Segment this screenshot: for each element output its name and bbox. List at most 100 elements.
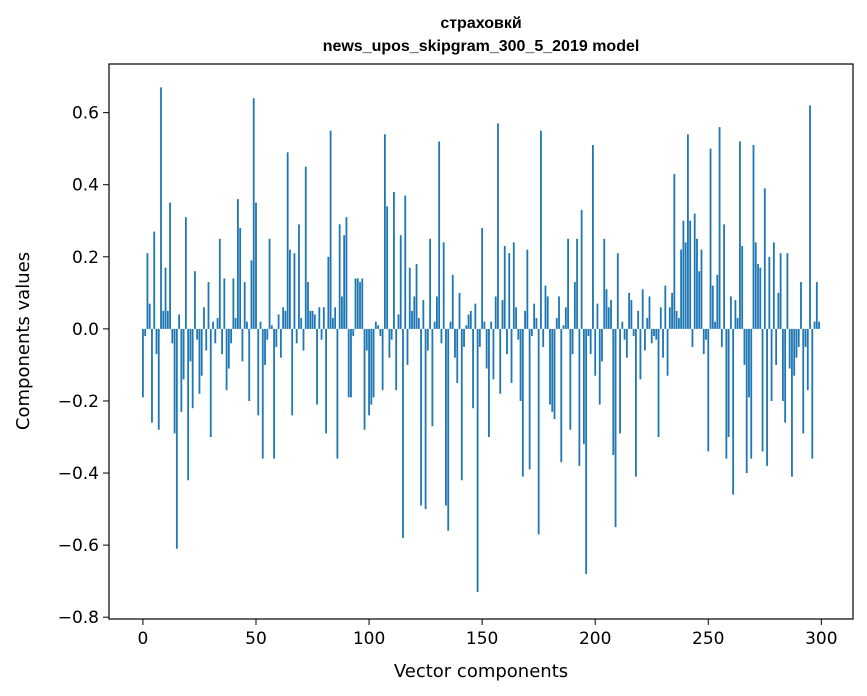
bar-248: [702, 328, 705, 355]
bar-155: [492, 328, 495, 380]
bar-2: [146, 253, 149, 329]
bar-52: [259, 321, 262, 329]
bar-199: [592, 145, 594, 329]
bar-41: [234, 318, 237, 329]
bar-184: [558, 296, 560, 329]
bar-165: [515, 307, 517, 329]
bar-87: [338, 224, 341, 329]
bar-142: [463, 328, 465, 347]
bar-15: [175, 328, 178, 549]
bar-139: [456, 328, 459, 383]
bar-29: [207, 282, 210, 329]
bar-81: [325, 328, 327, 434]
bar-230: [662, 328, 664, 358]
bar-219: [637, 310, 640, 329]
bar-202: [598, 328, 601, 405]
bar-285: [786, 253, 789, 329]
bar-212: [621, 321, 624, 329]
bar-137: [451, 274, 454, 329]
bar-233: [668, 307, 671, 329]
bar-151: [483, 321, 486, 329]
bar-107: [383, 134, 386, 329]
bar-76: [313, 314, 316, 329]
x-tick-label-250: 250: [692, 629, 724, 649]
bar-105: [379, 328, 382, 337]
x-tick-label-100: 100: [353, 629, 385, 649]
bar-98: [363, 328, 366, 430]
bar-91: [347, 328, 350, 398]
bar-159: [501, 300, 504, 329]
y-tick-label-1: −0.6: [58, 536, 99, 556]
bar-123: [420, 328, 422, 506]
bar-158: [499, 328, 502, 394]
bar-95: [356, 278, 359, 329]
bar-213: [623, 328, 626, 340]
bar-134: [445, 328, 447, 506]
bar-287: [791, 328, 793, 477]
bar-67: [293, 253, 296, 329]
bar-14: [173, 328, 176, 434]
x-tick-label-300: 300: [805, 629, 837, 649]
bar-101: [370, 328, 373, 405]
bar-30: [209, 328, 212, 438]
bar-283: [781, 328, 784, 401]
bar-229: [659, 307, 662, 329]
bar-63: [284, 310, 287, 329]
bar-215: [628, 292, 631, 329]
bar-204: [603, 238, 606, 329]
bar-129: [433, 321, 436, 329]
bar-146: [472, 328, 474, 409]
bar-46: [246, 321, 248, 329]
bar-240: [684, 242, 687, 329]
bar-61: [279, 328, 282, 358]
bar-96: [359, 282, 361, 329]
y-tick-label-4: 0.0: [72, 320, 99, 340]
bar-12: [169, 202, 171, 329]
bar-271: [754, 242, 757, 329]
bar-89: [343, 235, 346, 329]
bar-218: [635, 328, 637, 477]
bars-group: [142, 87, 820, 592]
bar-65: [289, 249, 291, 329]
bar-111: [393, 191, 395, 329]
bar-26: [200, 328, 203, 376]
bar-141: [460, 328, 463, 481]
bar-190: [571, 328, 574, 355]
bar-191: [573, 282, 576, 329]
bar-99: [365, 328, 368, 351]
bar-39: [230, 328, 233, 344]
y-axis-label: Components values: [13, 252, 34, 430]
bar-228: [657, 328, 660, 438]
bar-27: [203, 307, 205, 329]
bar-48: [250, 260, 253, 329]
bar-193: [578, 328, 581, 466]
y-tick-label-0: −0.8: [58, 608, 99, 628]
bar-171: [528, 328, 531, 470]
bar-150: [481, 227, 484, 329]
bar-161: [506, 328, 508, 355]
bar-118: [408, 267, 411, 329]
bar-144: [467, 314, 470, 329]
bar-143: [465, 325, 468, 329]
bar-33: [216, 318, 219, 329]
bar-116: [404, 195, 407, 329]
bar-13: [171, 328, 174, 344]
bar-37: [225, 328, 228, 391]
bar-261: [732, 328, 735, 495]
bar-10: [164, 267, 167, 329]
bar-236: [675, 310, 678, 329]
bar-299: [818, 321, 820, 329]
plot-area: [109, 64, 853, 619]
bar-223: [646, 318, 649, 329]
bar-71: [302, 328, 305, 351]
bar-170: [526, 249, 529, 329]
bar-163: [510, 328, 513, 383]
bar-176: [540, 130, 542, 329]
bar-21: [189, 328, 192, 362]
bar-23: [194, 271, 196, 329]
bar-127: [429, 238, 432, 329]
bar-290: [797, 328, 800, 347]
bar-197: [587, 328, 590, 337]
bar-174: [535, 318, 538, 329]
